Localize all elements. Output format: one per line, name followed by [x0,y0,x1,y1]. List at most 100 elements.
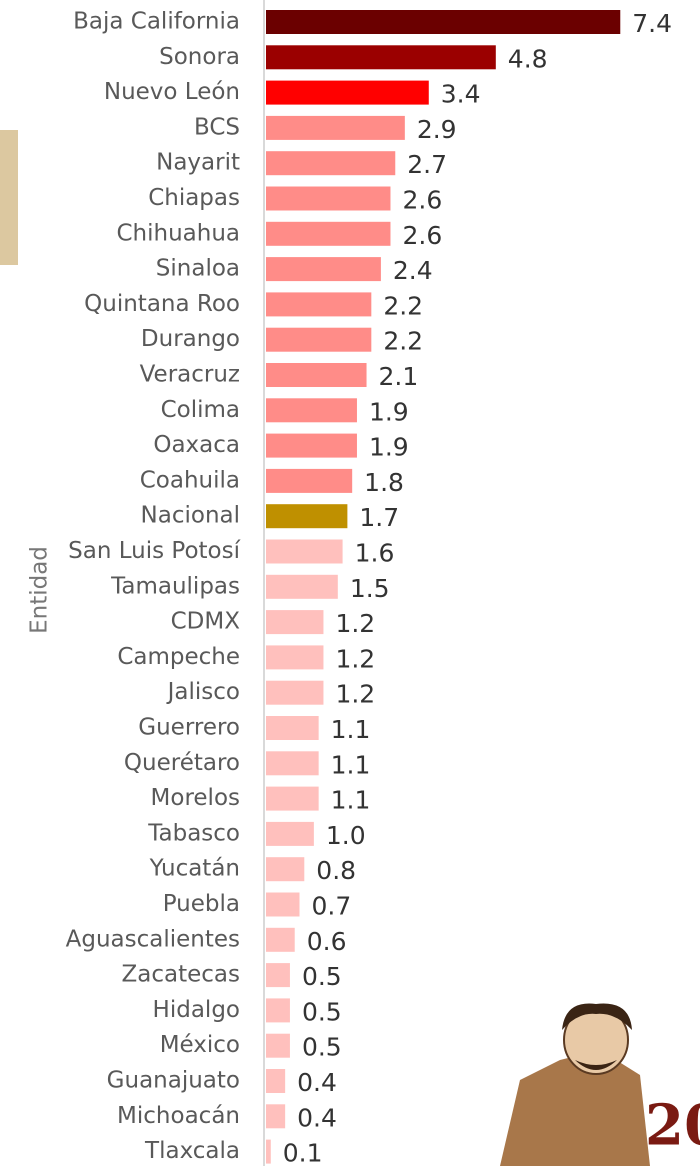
value-label: 0.5 [302,997,342,1026]
value-label: 7.4 [632,9,672,38]
value-label: 2.2 [383,327,423,356]
bar [266,292,371,316]
category-label: Tamaulipas [110,573,240,599]
bar [266,857,304,881]
value-label: 2.6 [402,221,442,250]
value-label: 0.4 [297,1103,337,1132]
bar [266,751,319,775]
value-label: 0.1 [283,1139,323,1166]
value-label: 2.9 [417,115,457,144]
bar [266,645,323,669]
value-label: 0.4 [297,1068,337,1097]
value-label: 1.8 [364,468,404,497]
bar [266,575,338,599]
value-label: 1.5 [350,574,390,603]
value-label: 1.2 [335,609,375,638]
value-label: 1.1 [331,750,371,779]
value-label: 0.6 [307,927,347,956]
bar [266,1140,271,1164]
axis-title: Entidad [27,546,53,634]
value-label: 4.8 [508,44,548,73]
page: {"chart_data": {"type": "bar", "orientat… [0,0,700,1166]
value-label: 0.5 [302,1033,342,1062]
bar [266,151,395,175]
category-label: Nuevo León [104,79,240,105]
category-label: Sinaloa [156,256,240,282]
chart: Entidad 20 Baja California 7.4 Sonora 4.8 Nu… [0,0,700,1166]
category-label: CDMX [171,609,241,635]
value-label: 0.5 [302,962,342,991]
bar [266,681,323,705]
bar [266,893,300,917]
bar [266,10,620,34]
category-label: Puebla [163,891,240,917]
bar [266,363,367,387]
value-label: 0.7 [312,892,352,921]
category-label: Coahuila [140,467,240,493]
value-label: 1.6 [355,539,395,568]
category-label: Durango [141,326,240,352]
category-label: Querétaro [124,750,240,776]
side-tab [0,130,18,265]
value-label: 2.2 [383,291,423,320]
category-label: BCS [194,114,240,140]
bar [266,928,295,952]
value-label: 1.2 [335,644,375,673]
illustration: 20 [500,1004,700,1166]
category-label: Colima [161,397,240,423]
bar [266,1034,290,1058]
bar [266,540,343,564]
category-label: Yucatán [149,856,240,882]
value-label: 1.2 [335,680,375,709]
bar [266,222,390,246]
bar [266,787,319,811]
category-label: Oaxaca [153,432,240,458]
value-label: 2.7 [407,150,447,179]
category-label: Sonora [159,44,240,70]
category-label: Zacatecas [122,962,240,988]
value-label: 2.4 [393,256,433,285]
category-label: Veracruz [140,362,240,388]
svg-text:20: 20 [645,1093,700,1159]
category-label: Guerrero [138,715,240,741]
bar [266,504,347,528]
category-label: Chiapas [148,185,240,211]
bar [266,1069,285,1093]
category-label: Michoacán [117,1103,240,1129]
value-label: 1.1 [331,786,371,815]
bar [266,45,496,69]
category-label: Quintana Roo [84,291,240,317]
category-label: Baja California [73,9,240,35]
bar [266,469,352,493]
value-label: 1.1 [331,715,371,744]
value-label: 1.9 [369,433,409,462]
category-label: Nayarit [156,150,240,176]
category-label: Aguascalientes [66,926,240,952]
bar [266,998,290,1022]
bar [266,81,429,105]
bar [266,1104,285,1128]
value-label: 2.1 [379,362,419,391]
category-label: Hidalgo [153,997,240,1023]
category-label: San Luis Potosí [68,538,240,564]
bar [266,716,319,740]
bar [266,822,314,846]
category-label: Nacional [141,503,240,529]
bar [266,328,371,352]
bar [266,257,381,281]
category-label: Chihuahua [116,220,240,246]
category-label: Jalisco [166,679,240,705]
category-label: México [160,1032,240,1058]
value-label: 1.0 [326,821,366,850]
category-label: Morelos [151,785,240,811]
value-label: 3.4 [441,80,481,109]
bar [266,116,405,140]
value-label: 1.7 [359,503,399,532]
value-label: 1.9 [369,397,409,426]
bar [266,187,390,211]
category-label: Campeche [117,644,240,670]
category-label: Guanajuato [107,1068,240,1094]
bar [266,398,357,422]
bar [266,610,323,634]
value-label: 0.8 [316,856,356,885]
